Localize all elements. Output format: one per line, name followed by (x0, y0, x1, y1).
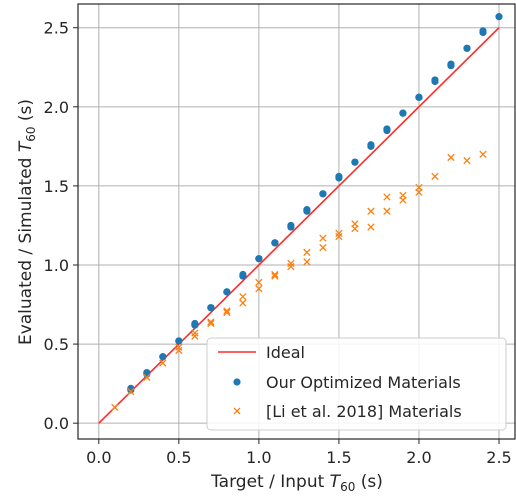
grid (78, 4, 515, 439)
y-tick-label: 2.0 (44, 98, 69, 117)
point-li (319, 234, 327, 242)
x-axis-label-subscript: 60 (340, 480, 355, 494)
point-optimized (463, 44, 471, 52)
x-axis-label-symbol: T (330, 472, 342, 492)
y-tick-label: 0.5 (44, 335, 69, 354)
point-li (335, 232, 343, 241)
point-li (191, 332, 199, 340)
point-li (271, 270, 279, 279)
point-li (447, 153, 455, 162)
point-li (207, 318, 215, 326)
legend-optimized-marker (233, 378, 241, 386)
x-tick-label: 2.0 (406, 448, 431, 467)
plot-frame (77, 3, 516, 440)
x-tick-label: 1.0 (246, 448, 271, 467)
point-optimized (383, 125, 391, 133)
legend-label-optimized: Our Optimized Materials (266, 373, 461, 392)
x-tick-label: 1.5 (326, 448, 351, 467)
point-li (127, 387, 135, 396)
x-axis-label: Target / Input T60 (s) (210, 472, 383, 494)
y-axis-label: Evaluated / Simulated T60 (s) (16, 99, 38, 345)
point-li (223, 308, 231, 317)
legend-label-ideal: Ideal (266, 343, 305, 362)
point-optimized (159, 353, 167, 361)
point-li (383, 207, 391, 215)
point-li (287, 262, 295, 271)
point-optimized (175, 337, 183, 345)
point-li (415, 183, 423, 192)
x-axis-label-main: Target / Input (210, 472, 330, 492)
point-li (367, 223, 375, 231)
point-li (175, 346, 183, 355)
point-li (111, 403, 119, 412)
point-li (335, 229, 343, 238)
y-tick-label: 2.5 (44, 19, 69, 38)
point-li (271, 272, 279, 280)
y-axis-label-symbol: T (16, 140, 36, 152)
x-tick-label: 2.5 (486, 448, 511, 467)
point-li (303, 258, 311, 266)
point-optimized (223, 288, 231, 296)
point-optimized (191, 319, 199, 328)
x-axis-label-unit: (s) (355, 472, 383, 492)
point-optimized (431, 76, 439, 84)
y-axis-label-main: Evaluated / Simulated (16, 152, 36, 345)
point-li (255, 278, 263, 287)
point-optimized (351, 158, 359, 166)
y-axis-label-unit: (s) (16, 99, 36, 127)
point-optimized (479, 27, 487, 35)
y-tick-label: 0.0 (44, 414, 69, 433)
point-li (431, 172, 439, 181)
y-axis-label-subscript: 60 (24, 126, 38, 141)
y-tick-label: 1.0 (44, 256, 69, 275)
point-li (479, 150, 487, 158)
point-li (351, 220, 359, 228)
point-optimized (255, 255, 263, 263)
point-li (463, 156, 471, 165)
point-optimized (239, 270, 247, 279)
point-optimized (143, 368, 151, 377)
legend-li-marker (233, 407, 241, 415)
legend: Ideal Our Optimized Materials [Li et al.… (206, 337, 507, 431)
ticks: 0.0 0.5 1.0 1.5 2.0 2.5 0.0 0.5 1.0 1.5 2.0 2.5 (44, 19, 512, 467)
point-li (399, 191, 407, 200)
x-tick-label: 0.0 (86, 448, 111, 467)
point-li (303, 248, 311, 257)
point-optimized (303, 206, 311, 214)
point-optimized (207, 304, 215, 312)
point-li (367, 207, 375, 215)
point-optimized (495, 13, 503, 21)
point-li (239, 299, 247, 307)
point-optimized (271, 239, 279, 247)
point-optimized (399, 109, 407, 117)
x-tick-label: 0.5 (166, 448, 191, 467)
point-optimized (447, 60, 455, 68)
point-li (255, 285, 263, 293)
y-tick-label: 1.5 (44, 177, 69, 196)
point-li (207, 319, 215, 328)
point-li (223, 307, 231, 315)
point-li (239, 292, 247, 301)
point-li (175, 343, 183, 351)
point-li (383, 193, 391, 201)
point-optimized (415, 93, 423, 101)
point-li (191, 329, 199, 337)
point-optimized (287, 221, 295, 230)
point-li (143, 373, 151, 381)
point-li (319, 243, 327, 252)
point-optimized (367, 141, 375, 149)
point-li (159, 359, 167, 367)
point-optimized (319, 190, 327, 198)
point-optimized (335, 172, 343, 181)
points-layer (111, 13, 503, 412)
legend-label-li: [Li et al. 2018] Materials (266, 402, 462, 421)
point-li (287, 259, 295, 268)
legend-box (206, 337, 507, 431)
